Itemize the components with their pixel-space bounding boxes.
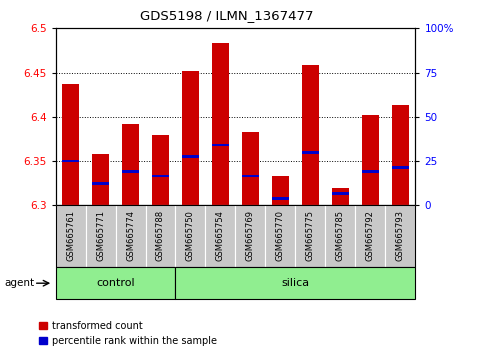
Text: GSM665792: GSM665792	[366, 210, 375, 261]
Bar	[212, 144, 229, 147]
Text: GSM665770: GSM665770	[276, 210, 285, 261]
Bar	[182, 155, 199, 158]
Bar	[115, 205, 145, 267]
Bar	[62, 84, 79, 205]
Text: GSM665754: GSM665754	[216, 210, 225, 261]
Bar	[175, 267, 415, 299]
Bar	[182, 71, 199, 205]
Bar	[122, 170, 139, 173]
Bar	[326, 205, 355, 267]
Bar	[152, 135, 169, 205]
Text: agent: agent	[5, 278, 35, 288]
Bar	[56, 205, 85, 267]
Bar	[332, 188, 349, 205]
Bar	[302, 151, 319, 154]
Bar	[92, 182, 109, 184]
Text: GSM665774: GSM665774	[126, 210, 135, 261]
Text: silica: silica	[282, 278, 310, 288]
Text: GSM665785: GSM665785	[336, 210, 345, 261]
Bar	[242, 132, 259, 205]
Bar	[272, 176, 289, 205]
Text: GSM665761: GSM665761	[66, 210, 75, 261]
Text: GSM665771: GSM665771	[96, 210, 105, 261]
Bar	[272, 197, 289, 200]
Bar	[92, 154, 109, 205]
Bar	[296, 205, 326, 267]
Bar	[242, 175, 259, 177]
Bar	[145, 205, 175, 267]
Text: GSM665793: GSM665793	[396, 210, 405, 261]
Bar	[212, 44, 229, 205]
Bar	[122, 124, 139, 205]
Bar	[385, 205, 415, 267]
Bar	[332, 193, 349, 195]
Bar	[392, 105, 409, 205]
Bar	[236, 205, 266, 267]
Bar	[392, 166, 409, 169]
Text: GSM665769: GSM665769	[246, 210, 255, 261]
Bar	[362, 170, 379, 173]
Bar	[266, 205, 296, 267]
Text: GSM665775: GSM665775	[306, 210, 315, 261]
Bar	[302, 65, 319, 205]
Bar	[152, 175, 169, 177]
Text: GSM665788: GSM665788	[156, 210, 165, 261]
Legend: transformed count, percentile rank within the sample: transformed count, percentile rank withi…	[39, 321, 217, 346]
Text: control: control	[96, 278, 135, 288]
Bar	[362, 115, 379, 205]
Bar	[85, 205, 115, 267]
Bar	[62, 160, 79, 162]
Text: GSM665750: GSM665750	[186, 210, 195, 261]
Bar	[56, 267, 175, 299]
Bar	[355, 205, 385, 267]
Bar	[175, 205, 205, 267]
Bar	[205, 205, 236, 267]
Text: GDS5198 / ILMN_1367477: GDS5198 / ILMN_1367477	[140, 9, 314, 22]
